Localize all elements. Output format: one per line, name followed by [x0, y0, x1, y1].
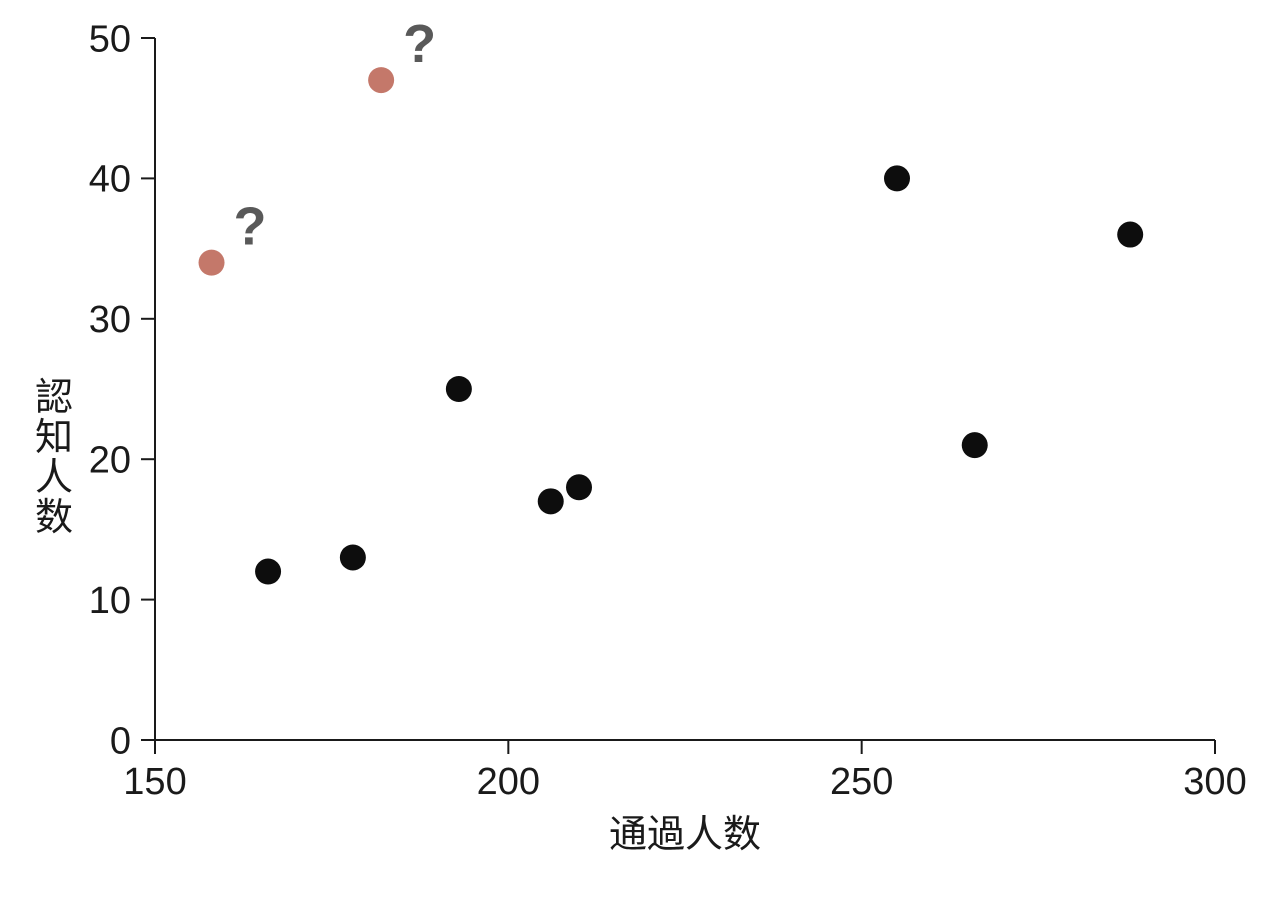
outlier-point: [199, 250, 225, 276]
outlier-point: [368, 67, 394, 93]
y-axis-label: 認知人数: [33, 379, 75, 539]
y-axis-label-char: 数: [33, 499, 75, 539]
annotation-question-mark: ?: [234, 197, 267, 257]
y-axis-label-char: 人: [33, 459, 75, 499]
data-point: [566, 474, 592, 500]
data-point: [538, 488, 564, 514]
x-axis-label: 通過人数: [609, 814, 761, 856]
y-axis-label-char: 認: [33, 379, 75, 419]
y-tick-label: 20: [89, 440, 131, 482]
x-tick-label: 200: [477, 761, 540, 803]
y-tick-label: 10: [89, 580, 131, 622]
y-axis-label-char: 知: [33, 419, 75, 459]
annotation-question-mark: ?: [403, 14, 436, 74]
chart-canvas: 150 200 250 300 0 10 20 30 40 50 通過人数??: [0, 0, 1286, 898]
x-tick-label: 250: [830, 761, 893, 803]
chart-background: [0, 0, 1286, 898]
y-tick-label: 0: [110, 720, 131, 762]
data-point: [446, 376, 472, 402]
data-point: [340, 544, 366, 570]
y-tick-label: 50: [89, 18, 131, 60]
x-tick-label: 150: [123, 761, 186, 803]
data-point: [255, 559, 281, 585]
data-point: [1117, 222, 1143, 248]
y-tick-label: 30: [89, 299, 131, 341]
data-point: [884, 165, 910, 191]
data-point: [962, 432, 988, 458]
x-tick-label: 300: [1183, 761, 1246, 803]
scatter-chart: 150 200 250 300 0 10 20 30 40 50 通過人数?? 認知人数: [0, 0, 1286, 898]
y-tick-label: 40: [89, 159, 131, 201]
